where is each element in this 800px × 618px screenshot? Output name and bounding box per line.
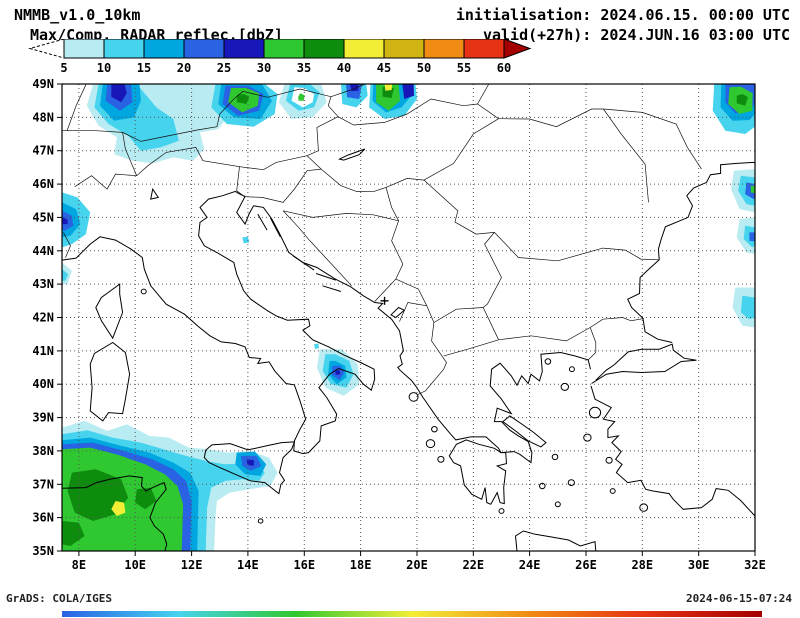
lat-label: 41N xyxy=(32,344,54,358)
country-borders xyxy=(62,84,702,396)
colorbar-tick-label: 40 xyxy=(337,61,351,75)
africa-mega-cell xyxy=(62,420,278,551)
coastlines xyxy=(62,148,755,551)
puglia-cell xyxy=(316,349,360,396)
bottom-color-strip xyxy=(62,611,762,617)
lat-label: 35N xyxy=(32,544,54,558)
right-edge-mid-b-cell xyxy=(736,217,755,255)
tatra-cell xyxy=(340,84,368,108)
liguria-cell xyxy=(62,262,72,285)
lat-label: 47N xyxy=(32,144,54,158)
lat-label: 38N xyxy=(32,444,54,458)
colorbar-tick-label: 15 xyxy=(137,61,151,75)
init-time-label: initialisation: 2024.06.15. 00:00 UTC xyxy=(455,6,790,24)
lat-label: 39N xyxy=(32,411,54,425)
radar-cells xyxy=(62,84,755,551)
colorbar-tick-label: 30 xyxy=(257,61,271,75)
valid-time-label: valid(+27h): 2024.JUN.16 03:00 UTC xyxy=(482,26,790,44)
creation-timestamp: 2024-06-15-07:24 xyxy=(686,592,792,605)
lon-label: 8E xyxy=(72,558,86,572)
colorbar-tick-label: 60 xyxy=(497,61,511,75)
lon-label: 28E xyxy=(631,558,653,572)
right-edge-low-cell xyxy=(732,287,755,328)
lon-label: 26E xyxy=(575,558,597,572)
carpathia-cell xyxy=(369,84,417,119)
small-specks-cell xyxy=(242,236,319,349)
colorbar-tick-label: 50 xyxy=(417,61,431,75)
grads-credit: GrADS: COLA/IGES xyxy=(6,592,112,605)
lon-label: 22E xyxy=(462,558,484,572)
colorbar-tick-label: 20 xyxy=(177,61,191,75)
lat-label: 45N xyxy=(32,210,54,224)
moravia-cell xyxy=(278,84,327,119)
piedmont-cell xyxy=(62,192,91,248)
alps-west-cell xyxy=(86,84,233,164)
model-title: NMMB_v1.0_10km xyxy=(14,6,141,24)
lat-label: 36N xyxy=(32,511,54,525)
lon-label: 20E xyxy=(406,558,428,572)
lon-label: 32E xyxy=(744,558,766,572)
colorbar-over-max-arrow xyxy=(503,39,532,59)
colorbar-tick-label: 55 xyxy=(457,61,471,75)
lat-label: 44N xyxy=(32,244,54,258)
lon-label: 30E xyxy=(688,558,710,572)
colorbar-tick-label: 45 xyxy=(377,61,391,75)
colorbar-tick-label: 10 xyxy=(97,61,111,75)
lat-label: 40N xyxy=(32,377,54,391)
colorbar: 5 10 15 20 25 30 35 40 45 50 55 60 xyxy=(28,39,532,75)
bohemia-cell xyxy=(211,84,278,127)
lat-label: 48N xyxy=(32,110,54,124)
lat-label: 37N xyxy=(32,477,54,491)
lat-label: 49N xyxy=(32,77,54,91)
colorbar-tick-label: 25 xyxy=(217,61,231,75)
lat-label: 43N xyxy=(32,277,54,291)
lat-label: 42N xyxy=(32,311,54,325)
axis-labels: 8E 10E 12E 14E 16E 18E 20E 22E 24E 26E 28E 30E 32E 35… xyxy=(32,77,766,572)
colorbar-tick-label: 5 xyxy=(60,61,67,75)
lon-label: 18E xyxy=(350,558,372,572)
lon-label: 16E xyxy=(293,558,315,572)
lon-label: 12E xyxy=(181,558,203,572)
lon-label: 10E xyxy=(124,558,146,572)
lon-label: 24E xyxy=(519,558,541,572)
station-marker xyxy=(380,296,389,305)
axis-ticks xyxy=(57,83,756,556)
colorbar-tick-label: 35 xyxy=(297,61,311,75)
lat-label: 46N xyxy=(32,177,54,191)
right-edge-mid-a-cell xyxy=(731,169,755,213)
ukraine-corner-cell xyxy=(712,84,755,134)
lon-label: 14E xyxy=(237,558,259,572)
